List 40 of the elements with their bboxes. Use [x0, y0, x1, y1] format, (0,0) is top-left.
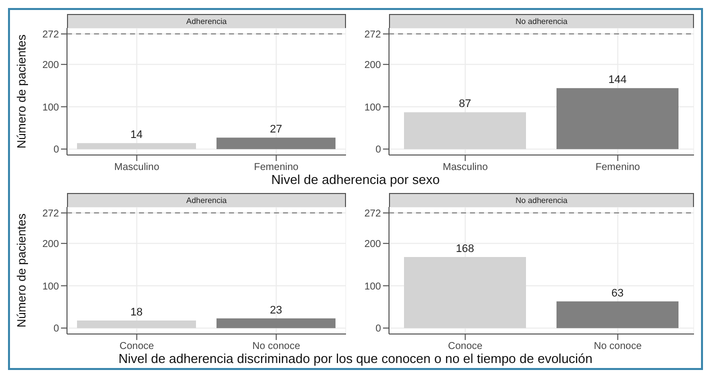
data-label: 168	[456, 242, 474, 255]
x-tick-label: No conoce	[252, 341, 301, 352]
x-tick-label: Femenino	[254, 162, 299, 174]
chart-title: Adherencia	[67, 193, 346, 207]
data-label: 87	[458, 98, 472, 110]
x-tick-label: Masculino	[442, 162, 488, 174]
x-axis-title: Nivel de adherencia discriminado por los que conocen o no el tiempo de evolución	[117, 351, 594, 366]
y-tick-label: 200	[364, 238, 382, 250]
chart-title: No adherencia	[389, 14, 694, 28]
chart-title: Adherencia	[67, 14, 346, 28]
x-tick-label: No conoce	[594, 341, 642, 352]
y-tick-label: 0	[375, 144, 382, 156]
y-tick-label: 200	[42, 60, 60, 71]
data-label: 23	[270, 304, 282, 316]
y-tick-label: 200	[42, 238, 60, 250]
x-axis-title: Nivel de adherencia por sexo	[270, 172, 441, 187]
y-tick-label: 100	[42, 102, 60, 114]
data-label: 18	[130, 306, 143, 318]
x-tick-label: Masculino	[114, 162, 160, 174]
y-tick-label: 0	[53, 324, 60, 335]
y-axis-title: Número de pacientes	[14, 213, 28, 328]
y-tick-label: 0	[375, 324, 382, 335]
data-label: 27	[270, 124, 282, 136]
y-tick-label: 100	[42, 281, 60, 292]
data-label: 14	[130, 129, 143, 142]
x-tick-label: Conoce	[448, 341, 483, 352]
y-tick-label: 0	[53, 144, 60, 156]
y-tick-label: 272	[42, 29, 60, 40]
y-tick-label: 272	[364, 208, 382, 220]
x-tick-label: Femenino	[596, 162, 640, 174]
y-tick-label: 272	[42, 208, 60, 220]
data-label: 144	[608, 74, 627, 86]
chart-title: No adherencia	[389, 193, 694, 207]
y-tick-label: 200	[364, 60, 382, 71]
x-tick-label: Conoce	[120, 341, 154, 352]
y-tick-label: 100	[364, 281, 382, 292]
y-tick-label: 100	[364, 102, 382, 114]
y-axis-title: Número de pacientes	[14, 34, 28, 149]
y-tick-label: 272	[364, 29, 382, 40]
data-label: 63	[611, 287, 624, 300]
